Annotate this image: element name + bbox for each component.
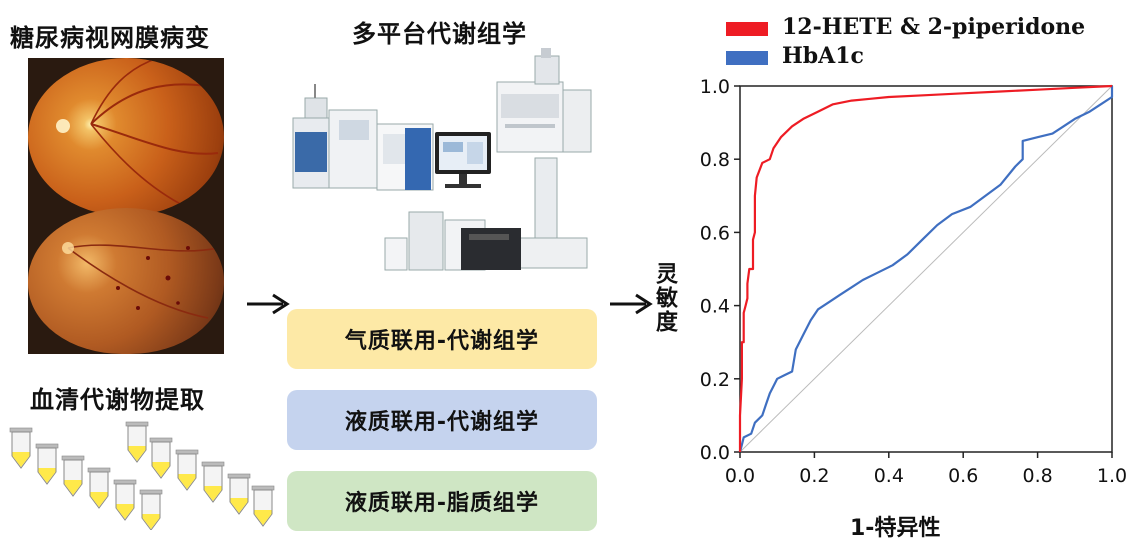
legend-swatch-hba1c bbox=[726, 51, 768, 65]
method-box-gc-ms: 气质联用-代谢组学 bbox=[287, 309, 597, 369]
y-tick-label: 1.0 bbox=[700, 76, 730, 98]
y-tick-label: 0.4 bbox=[700, 296, 730, 318]
method-box-lc-ms-lipidomics: 液质联用-脂质组学 bbox=[287, 471, 597, 531]
tube-4 bbox=[87, 467, 111, 509]
tube-6 bbox=[139, 489, 163, 530]
platform-title: 多平台代谢组学 bbox=[352, 20, 527, 48]
sample-tubes bbox=[9, 421, 275, 530]
x-tick-label: 0.0 bbox=[725, 465, 755, 487]
y-tick-label: 0.6 bbox=[700, 222, 730, 244]
roc-curve-combined bbox=[738, 84, 1113, 452]
monitor bbox=[435, 132, 491, 188]
gc-instrument bbox=[292, 84, 378, 189]
roc-curve-hba1c bbox=[738, 86, 1114, 453]
y-tick-label: 0.2 bbox=[700, 369, 730, 391]
y-tick-label: 0.8 bbox=[700, 149, 730, 171]
y-axis-label: 灵敏度 bbox=[652, 262, 677, 334]
arrow-to-platforms bbox=[247, 293, 290, 315]
tube-1 bbox=[9, 427, 33, 469]
fundus-image-retinopathy bbox=[28, 208, 224, 354]
instruments-illustration bbox=[292, 48, 592, 271]
tube-2 bbox=[35, 443, 59, 485]
x-tick-label: 1.0 bbox=[1097, 465, 1127, 487]
serum-extraction-title: 血清代谢物提取 bbox=[30, 386, 205, 414]
arrow-to-roc bbox=[610, 293, 653, 315]
x-tick-label: 0.4 bbox=[874, 465, 904, 487]
fundus-image-stack bbox=[28, 58, 224, 354]
tube-7 bbox=[125, 421, 149, 463]
tube-9 bbox=[175, 449, 199, 491]
tube-5 bbox=[113, 479, 137, 521]
lc-instrument-top bbox=[496, 48, 592, 153]
reference-diagonal bbox=[739, 85, 1113, 453]
lc-ms-instrument-bottom bbox=[384, 211, 521, 271]
x-tick-label: 0.2 bbox=[799, 465, 829, 487]
retinopathy-lesions bbox=[62, 242, 219, 319]
retinopathy-title: 糖尿病视网膜病变 bbox=[10, 24, 210, 52]
legend-label-combined: 12-HETE & 2-piperidone bbox=[782, 14, 1086, 40]
tube-11 bbox=[227, 473, 251, 515]
x-axis-label: 1-特异性 bbox=[850, 516, 941, 541]
legend-swatch-combined bbox=[726, 22, 768, 36]
tube-12 bbox=[251, 485, 275, 527]
tube-10 bbox=[201, 461, 225, 503]
tube-3 bbox=[61, 455, 85, 497]
y-tick-label: 0.0 bbox=[700, 442, 730, 464]
legend-label-hba1c: HbA1c bbox=[782, 43, 864, 69]
roc-chart: 0.0 0.2 0.4 0.6 0.8 1.0 0.0 0.2 0.4 0.6 0.8 1.0 bbox=[700, 76, 1127, 487]
x-tick-label: 0.8 bbox=[1022, 465, 1052, 487]
x-tick-label: 0.6 bbox=[948, 465, 978, 487]
method-box-lc-ms-metabolomics: 液质联用-代谢组学 bbox=[287, 390, 597, 450]
healthy-vessels bbox=[56, 58, 219, 209]
fundus-image-healthy bbox=[28, 58, 224, 216]
ms-instrument bbox=[376, 123, 434, 191]
tube-8 bbox=[149, 437, 173, 479]
